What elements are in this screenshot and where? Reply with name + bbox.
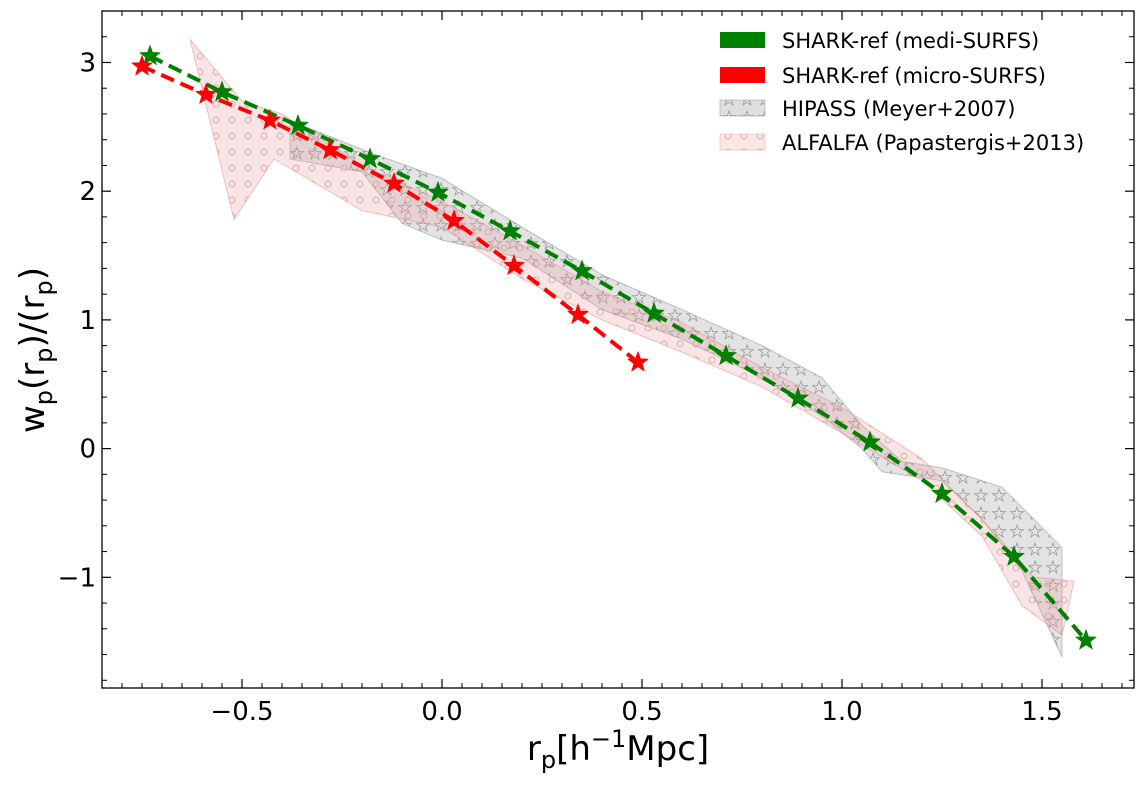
y-tick-label: 3 xyxy=(79,48,96,78)
line-medi xyxy=(149,54,1088,642)
legend-entry-hipass: HIPASS (Meyer+2007) xyxy=(719,97,1015,121)
point-medi xyxy=(426,180,450,202)
point-medi xyxy=(714,344,738,366)
point-micro xyxy=(502,254,526,276)
x-tick-label: 0.0 xyxy=(421,697,462,727)
point-medi xyxy=(786,386,810,408)
point-micro xyxy=(382,171,406,193)
legend-label-hipass: HIPASS (Meyer+2007) xyxy=(782,97,1015,121)
band-alfalfa xyxy=(189,38,1075,637)
legend-label-micro: SHARK-ref (micro-SURFS) xyxy=(782,64,1046,88)
point-micro xyxy=(442,209,466,231)
x-tick-label: −0.5 xyxy=(210,697,273,727)
point-medi xyxy=(358,147,382,169)
legend-entry-medi: SHARK-ref (medi-SURFS) xyxy=(720,29,1039,53)
point-micro xyxy=(626,350,650,372)
point-medi xyxy=(138,44,162,66)
legend-entry-micro: SHARK-ref (micro-SURFS) xyxy=(720,64,1046,88)
point-medi xyxy=(210,80,234,102)
point-medi xyxy=(1002,544,1026,567)
legend: SHARK-ref (medi-SURFS) SHARK-ref (micro-… xyxy=(719,29,1084,155)
point-medi xyxy=(858,430,882,452)
point-medi xyxy=(642,301,666,323)
y-tick-label: −1 xyxy=(58,563,96,593)
legend-label-alfalfa: ALFALFA (Papastergis+2013) xyxy=(782,131,1084,155)
legend-label-medi: SHARK-ref (medi-SURFS) xyxy=(782,29,1039,53)
point-micro xyxy=(566,302,590,325)
axis-tick-labels: −0.5 0.0 0.5 1.0 1.5 −1 0 1 2 3 xyxy=(58,48,1063,727)
plot-frame xyxy=(101,10,1135,689)
y-tick-label: 2 xyxy=(79,177,96,207)
x-axis-label: rp[h−1Mpc] xyxy=(527,725,709,774)
data-markers xyxy=(130,44,1098,650)
band-hatch-alfalfa xyxy=(190,39,1074,636)
x-tick-label: 0.5 xyxy=(621,697,662,727)
point-medi xyxy=(930,481,954,504)
point-micro xyxy=(130,54,154,76)
legend-swatch-medi xyxy=(720,32,765,48)
point-medi xyxy=(498,219,522,241)
point-micro xyxy=(194,82,218,105)
legend-swatch-micro xyxy=(720,67,765,83)
x-tick-label: 1.0 xyxy=(821,697,862,727)
point-micro xyxy=(318,138,342,160)
x-tick-label: 1.5 xyxy=(1021,697,1062,727)
legend-entry-alfalfa: ALFALFA (Papastergis+2013) xyxy=(719,131,1084,155)
axis-ticks xyxy=(102,11,1134,688)
point-micro xyxy=(258,108,282,130)
y-tick-label: 1 xyxy=(79,306,96,336)
point-medi xyxy=(286,113,310,135)
y-tick-label: 0 xyxy=(79,435,96,465)
point-medi xyxy=(1074,628,1098,650)
y-axis-label: wp(rp)/(rp) xyxy=(13,267,58,433)
point-medi xyxy=(570,259,594,281)
